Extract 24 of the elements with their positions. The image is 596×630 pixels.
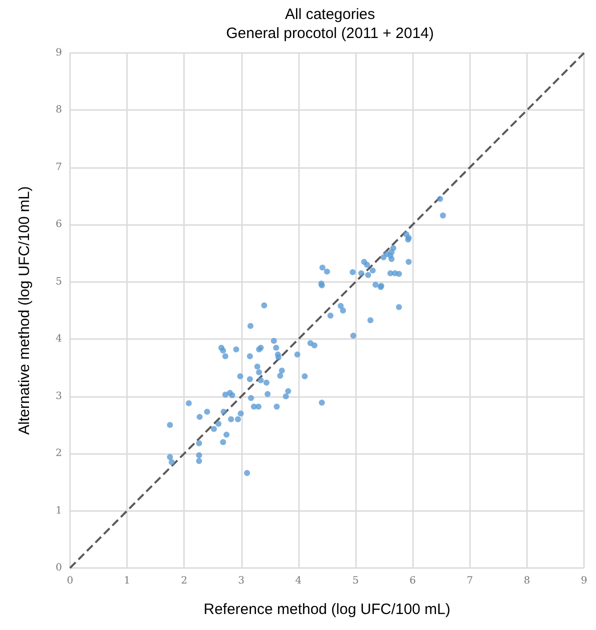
x-tick-label: 9 bbox=[580, 576, 588, 586]
x-tick-label: 2 bbox=[181, 576, 188, 586]
x-tick-label: 4 bbox=[295, 576, 302, 586]
y-tick-label: 6 bbox=[56, 219, 62, 230]
chart-subtitle: General procotol (2011 + 2014) bbox=[226, 25, 434, 42]
x-tick-label: 7 bbox=[466, 576, 473, 586]
x-tick-label: 5 bbox=[352, 576, 359, 586]
y-tick-label: 4 bbox=[56, 334, 62, 345]
y-tick-label: 1 bbox=[56, 505, 62, 516]
x-tick-label: 8 bbox=[524, 576, 530, 586]
y-axis-title: Alternative method (log UFC/100 mL) bbox=[16, 186, 33, 435]
y-tick-label: 3 bbox=[56, 390, 62, 402]
x-tick-label: 0 bbox=[66, 576, 74, 586]
y-tick-label: 9 bbox=[56, 48, 62, 58]
y-tick-label: 2 bbox=[56, 448, 62, 460]
x-axis-title: Reference method (log UFC/100 mL) bbox=[204, 601, 450, 618]
x-tick-label: 3 bbox=[238, 576, 245, 586]
y-tick-label: 7 bbox=[56, 162, 62, 173]
chart-title: All categories bbox=[284, 6, 376, 23]
x-tick-label: 6 bbox=[409, 576, 416, 586]
y-tick-label: 8 bbox=[56, 104, 62, 116]
x-tick-label: 1 bbox=[124, 576, 130, 586]
y-tick-label: 0 bbox=[56, 562, 62, 574]
y-tick-label: 5 bbox=[56, 276, 62, 288]
